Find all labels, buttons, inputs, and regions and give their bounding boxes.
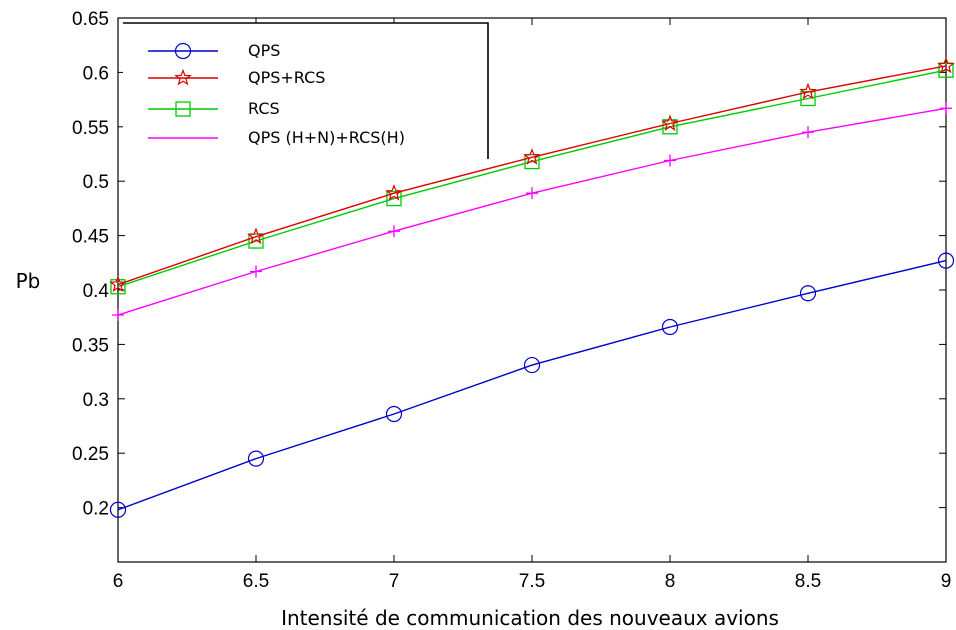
axis-ticks: 6 6.5 7 7.5 8 8.5 9 0.2 0.25 0.3 0.35 0.4 0.45 0.5 0.5… — [72, 9, 951, 592]
y-tick-label: 0.2 — [83, 499, 109, 520]
data-point — [937, 252, 955, 269]
data-point — [938, 62, 954, 78]
data-point — [110, 279, 126, 295]
series-line — [117, 65, 947, 286]
data-point — [109, 501, 127, 518]
data-point — [247, 450, 265, 467]
legend-marker — [174, 42, 192, 60]
series-line — [117, 259, 947, 511]
legend-item: RCS — [148, 99, 280, 118]
x-tick-label: 6.5 — [243, 571, 269, 592]
x-tick-label: 7 — [389, 571, 400, 592]
data-point — [385, 405, 403, 423]
data-point — [526, 187, 538, 200]
legend-marker — [175, 101, 191, 117]
y-tick-label: 0.4 — [83, 281, 110, 302]
data-point — [799, 82, 817, 100]
legend-item: QPS (H+N)+RCS(H) — [148, 128, 405, 147]
data-point — [388, 225, 400, 238]
data-point — [802, 126, 814, 139]
y-tick-label: 0.6 — [83, 63, 109, 84]
legend-item: QPS+RCS — [148, 68, 325, 87]
data-point — [664, 154, 676, 167]
legend-label: QPS (H+N)+RCS(H) — [248, 128, 405, 147]
series-qps-rcs — [109, 56, 955, 292]
data-point — [385, 183, 403, 201]
x-axis-title: Intensité de communication des nouveaux … — [281, 606, 779, 630]
legend-item: QPS — [148, 41, 280, 60]
y-tick-label: 0.3 — [83, 390, 109, 411]
series-qps-h-n-rcs-h- — [112, 102, 952, 322]
y-tick-label: 0.65 — [72, 9, 109, 30]
x-tick-label: 9 — [941, 571, 952, 592]
data-point — [386, 190, 402, 207]
x-tick-label: 8 — [665, 571, 676, 592]
data-point — [523, 356, 541, 374]
data-point — [248, 233, 264, 249]
legend-border — [123, 22, 489, 159]
legend-label: RCS — [248, 99, 280, 118]
series-qps — [109, 252, 955, 518]
data-point — [662, 119, 678, 135]
y-tick-label: 0.35 — [72, 335, 109, 356]
series-line — [117, 69, 947, 288]
legend-box — [123, 23, 488, 159]
data-point — [940, 102, 952, 115]
data-point — [524, 153, 540, 170]
data-point — [109, 275, 127, 292]
data-point — [937, 56, 955, 74]
legend-label: QPS — [248, 41, 280, 60]
y-tick-label: 0.45 — [72, 227, 109, 248]
y-axis-title: Pb — [16, 269, 41, 293]
legend-marker — [174, 68, 192, 86]
x-tick-label: 6 — [113, 571, 124, 592]
data-point — [523, 148, 541, 165]
legend-label: QPS+RCS — [248, 68, 325, 87]
series-layer — [109, 56, 955, 518]
y-tick-label: 0.5 — [83, 172, 109, 193]
data-point — [661, 114, 679, 131]
data-point — [250, 265, 262, 278]
data-point — [112, 309, 124, 322]
x-tick-label: 7.5 — [519, 571, 545, 592]
data-point — [799, 285, 817, 302]
data-point — [247, 227, 265, 245]
y-tick-label: 0.55 — [72, 118, 109, 139]
legend: QPS QPS+RCS RCS QPS (H+N)+RCS(H) — [123, 22, 489, 159]
x-tick-label: 8.5 — [795, 571, 821, 592]
data-point — [661, 318, 679, 336]
y-tick-label: 0.25 — [72, 444, 109, 465]
